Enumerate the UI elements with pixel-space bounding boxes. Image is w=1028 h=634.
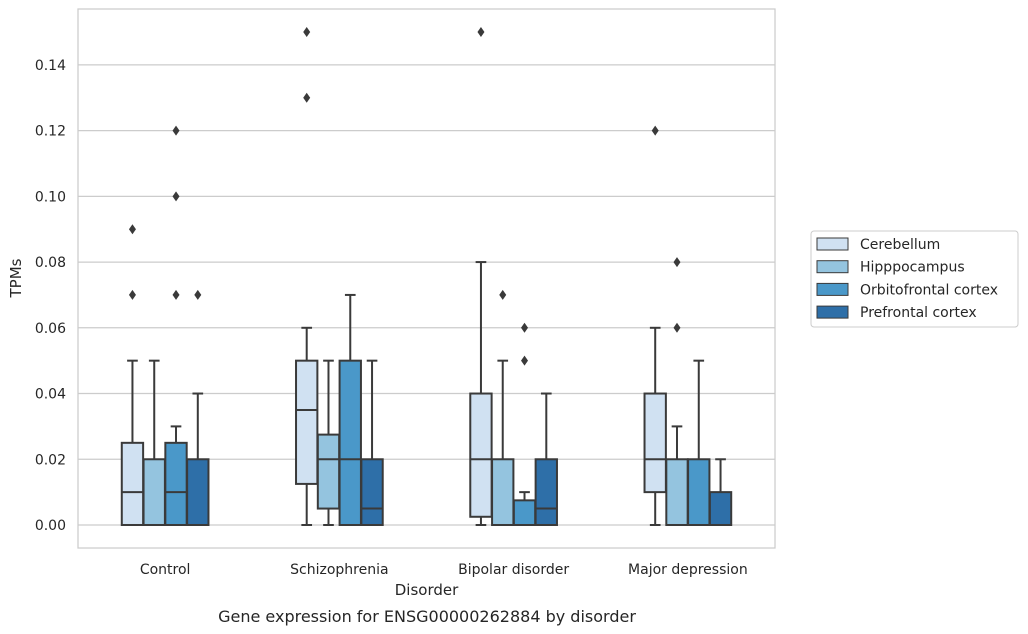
box-prefrontal-cortex (360, 359, 384, 526)
box-prefrontal-cortex (534, 392, 558, 526)
y-tick-label: 0.08 (35, 255, 66, 271)
outlier-point (521, 355, 529, 366)
outlier-point (303, 27, 311, 38)
x-tick-label: Major depression (628, 562, 748, 578)
legend-swatch (816, 282, 849, 296)
box-orbitofrontal-cortex (164, 125, 188, 526)
box-orbitofrontal-cortex (687, 359, 711, 526)
box-orbitofrontal-cortex (512, 322, 537, 526)
box-iqr (534, 458, 558, 526)
box-iqr (338, 359, 362, 526)
legend: Cerebellum Hipppocampus Orbitofrontal cort… (810, 230, 1019, 328)
box-iqr (360, 458, 384, 526)
outlier-point (651, 125, 659, 136)
box-prefrontal-cortex (708, 458, 733, 526)
outlier-point (172, 289, 180, 300)
outlier-point (172, 125, 180, 136)
y-tick-label: 0.00 (35, 518, 66, 534)
x-tick-label: Schizophrenia (290, 562, 388, 578)
y-tick-label: 0.04 (35, 387, 66, 403)
y-tick-label: 0.14 (35, 58, 66, 74)
y-axis-ticks: 0.00 0.02 0.04 0.06 0.08 0.10 0.12 0.14 (35, 58, 66, 534)
legend-swatch (816, 237, 849, 251)
box-iqr (164, 441, 188, 526)
y-tick-label: 0.10 (35, 189, 66, 205)
x-tick-label: Control (140, 562, 191, 578)
legend-swatch (816, 260, 849, 274)
box-orbitofrontal-cortex (338, 293, 362, 526)
box-iqr (491, 458, 515, 526)
box-iqr (469, 392, 493, 518)
box-hipppocampus (665, 257, 689, 526)
outlier-point (194, 289, 202, 300)
legend-label: Cerebellum (860, 237, 940, 253)
box-iqr (186, 458, 210, 526)
box-iqr (708, 491, 733, 526)
y-tick-label: 0.02 (35, 452, 66, 468)
y-axis-title: TPMs (7, 258, 25, 298)
box-cerebellum (295, 27, 319, 526)
legend-frame (810, 230, 1019, 328)
boxes (120, 27, 733, 526)
outlier-point (477, 27, 485, 38)
x-axis-title: Disorder (395, 581, 459, 599)
outlier-point (673, 322, 681, 333)
outlier-point (128, 224, 136, 235)
box-cerebellum (120, 224, 145, 526)
outlier-point (499, 289, 507, 300)
outlier-point (303, 92, 311, 103)
box-iqr (512, 499, 537, 526)
box-cerebellum (643, 125, 667, 526)
outlier-point (673, 257, 681, 268)
chart-caption: Gene expression for ENSG00000262884 by d… (218, 607, 636, 626)
box-iqr (687, 458, 711, 526)
legend-label: Orbitofrontal cortex (860, 282, 998, 298)
box-hipppocampus (316, 359, 341, 526)
outlier-point (521, 322, 529, 333)
box-iqr (665, 458, 689, 526)
y-tick-label: 0.12 (35, 124, 66, 140)
box-iqr (643, 392, 667, 494)
x-tick-label: Bipolar disorder (458, 562, 569, 578)
box-hipppocampus (142, 359, 166, 526)
box-iqr (142, 458, 166, 526)
legend-label: Prefrontal cortex (860, 305, 977, 321)
box-iqr (120, 441, 145, 526)
legend-label: Hipppocampus (860, 260, 965, 276)
outlier-point (128, 289, 136, 300)
y-tick-label: 0.06 (35, 321, 66, 337)
x-axis-ticks: Control Schizophrenia Bipolar disorder Majo… (140, 562, 748, 578)
box-iqr (295, 359, 319, 485)
outlier-point (172, 191, 180, 202)
box-hipppocampus (491, 289, 515, 526)
box-prefrontal-cortex (186, 289, 210, 526)
plot-frame (77, 8, 776, 549)
legend-swatch (816, 305, 849, 319)
box-iqr (316, 433, 341, 510)
box-cerebellum (469, 27, 493, 526)
